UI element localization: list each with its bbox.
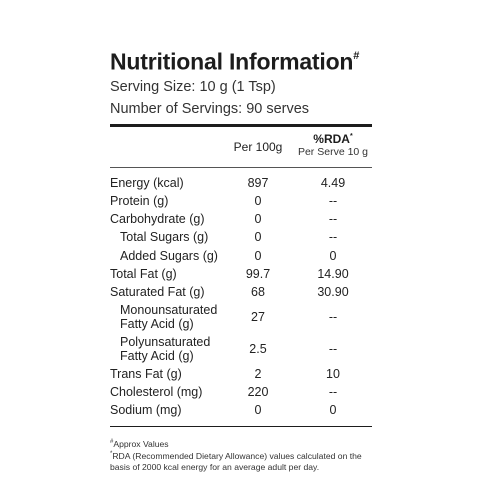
- nutrient-name: Total Sugars (g): [120, 230, 209, 245]
- nutrient-name: Polyunsaturated Fatty Acid (g): [110, 335, 222, 363]
- panel-title: Nutritional Information#: [110, 48, 360, 75]
- header-rda: %RDA* Per Serve 10 g: [294, 130, 372, 159]
- nutrient-name: Energy (kcal): [110, 175, 184, 190]
- header-per-100g: Per 100g: [233, 139, 283, 154]
- rda-value: --: [328, 212, 338, 227]
- table-row: Saturated Fat (g) 68 30.90: [110, 283, 372, 301]
- footnote-approx: #Approx Values: [110, 438, 169, 449]
- nutrient-name-line: Polyunsaturated: [120, 334, 211, 349]
- title-divider: [110, 123, 372, 127]
- per-100g-value: 0: [254, 403, 262, 418]
- table-row: Sodium (mg) 0 0: [110, 401, 372, 419]
- table-row: Total Fat (g) 99.7 14.90: [110, 265, 372, 283]
- nutrient-name: Cholesterol (mg): [110, 385, 203, 400]
- rda-value: --: [328, 385, 338, 400]
- serving-size: Serving Size: 10 g (1 Tsp): [110, 78, 276, 95]
- nutrient-name-line: Fatty Acid (g): [120, 348, 194, 363]
- per-100g-value: 27: [251, 309, 265, 324]
- nutrient-rows: Energy (kcal) 897 4.49 Protein (g) 0 -- Carboh…: [110, 168, 372, 420]
- per-100g-value: 897: [247, 175, 269, 190]
- nutrient-name: Protein (g): [110, 193, 169, 208]
- rda-value: --: [328, 230, 338, 245]
- title-mark: #: [353, 50, 360, 62]
- rda-value: --: [328, 309, 338, 324]
- header-rda-title: %RDA*: [313, 132, 353, 147]
- per-100g-value: 99.7: [245, 266, 271, 281]
- table-row: Trans Fat (g) 2 10: [110, 365, 372, 383]
- rda-value: --: [328, 341, 338, 356]
- rda-value: 0: [329, 403, 337, 418]
- footnote-rda: *RDA (Recommended Dietary Allowance) val…: [110, 451, 362, 473]
- per-100g-value: 0: [254, 212, 262, 227]
- table-header: Per 100g %RDA* Per Serve 10 g: [110, 127, 372, 163]
- per-100g-value: 0: [254, 193, 262, 208]
- nutrition-panel: Nutritional Information# Serving Size: 1…: [110, 44, 372, 473]
- table-row: Polyunsaturated Fatty Acid (g) 2.5 --: [110, 333, 372, 365]
- table-row: Monounsaturated Fatty Acid (g) 27 --: [110, 301, 372, 333]
- nutrient-name: Monounsaturated Fatty Acid (g): [110, 303, 222, 331]
- per-100g-value: 220: [247, 385, 269, 400]
- per-100g-value: 0: [254, 230, 262, 245]
- rda-value: 4.49: [320, 175, 346, 190]
- table-row: Cholesterol (mg) 220 --: [110, 383, 372, 401]
- per-100g-value: 2.5: [249, 341, 267, 356]
- rda-value: 10: [326, 367, 340, 382]
- per-100g-value: 2: [254, 367, 262, 382]
- footnotes: #Approx Values *RDA (Recommended Dietary…: [110, 437, 372, 474]
- header-divider: [110, 166, 372, 168]
- nutrient-name: Trans Fat (g): [110, 367, 182, 382]
- table-row: Protein (g) 0 --: [110, 192, 372, 210]
- rda-value: 30.90: [317, 284, 349, 299]
- header-rda-subtitle: Per Serve 10 g: [297, 146, 369, 159]
- nutrient-name: Saturated Fat (g): [110, 284, 205, 299]
- nutrient-name-line: Monounsaturated: [120, 302, 218, 317]
- table-row: Energy (kcal) 897 4.49: [110, 174, 372, 192]
- table-row: Added Sugars (g) 0 0: [110, 246, 372, 264]
- nutrient-name: Sodium (mg): [110, 403, 182, 418]
- nutrient-name: Carbohydrate (g): [110, 212, 205, 227]
- number-of-servings: Number of Servings: 90 serves: [110, 100, 310, 117]
- rda-value: --: [328, 193, 338, 208]
- table-row: Carbohydrate (g) 0 --: [110, 210, 372, 228]
- nutrient-name: Added Sugars (g): [120, 248, 218, 263]
- rda-value: 14.90: [317, 266, 349, 281]
- rda-value: 0: [329, 248, 337, 263]
- bottom-divider: [110, 425, 372, 427]
- per-100g-value: 68: [251, 284, 265, 299]
- table-row: Total Sugars (g) 0 --: [110, 228, 372, 246]
- per-100g-value: 0: [254, 248, 262, 263]
- nutrient-name: Total Fat (g): [110, 266, 177, 281]
- nutrient-name-line: Fatty Acid (g): [120, 316, 194, 331]
